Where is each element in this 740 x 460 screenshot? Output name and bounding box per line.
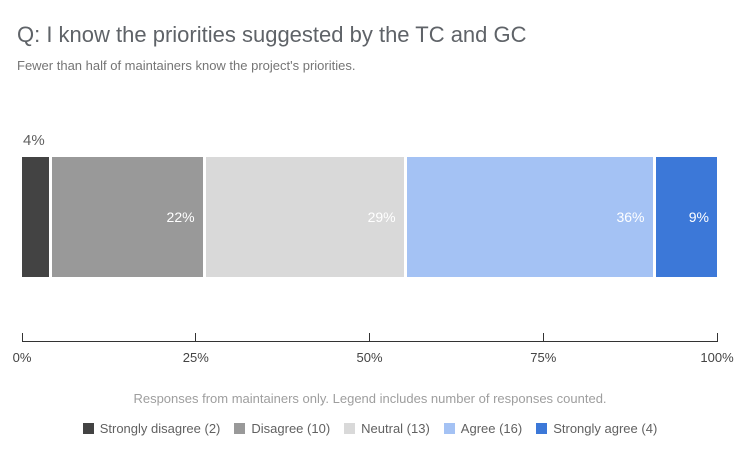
- legend-label: Agree (16): [460, 421, 523, 436]
- chart-footnote: Responses from maintainers only. Legend …: [133, 391, 607, 406]
- x-axis-tick-label: 75%: [530, 350, 557, 365]
- legend-label: Strongly agree (4): [553, 421, 658, 436]
- x-axis-tick: [21, 333, 23, 342]
- legend-label: Strongly disagree (2): [99, 421, 221, 436]
- x-axis-tick: [542, 333, 544, 342]
- legend-item-strongly-agree: Strongly agree (4): [536, 421, 657, 436]
- bar-segment-strongly-disagree[interactable]: [22, 157, 50, 277]
- legend-item-strongly-disagree: Strongly disagree (2): [82, 421, 221, 436]
- stacked-bar: 22% 29% 36% 9%: [22, 157, 717, 277]
- legend-item-agree: Agree (16): [443, 421, 523, 436]
- bar-segment-strongly-agree[interactable]: 9%: [655, 157, 717, 277]
- legend-item-neutral: Neutral (13): [344, 421, 430, 436]
- x-axis: 0% 25% 50% 75% 100%: [13, 333, 734, 365]
- bar-segment-agree[interactable]: 36%: [406, 157, 653, 277]
- legend-label: Neutral (13): [361, 421, 430, 436]
- legend-swatch: [344, 423, 356, 434]
- bar-segment-disagree[interactable]: 22%: [52, 157, 203, 277]
- chart-legend: Strongly disagree (2) Disagree (10) Neutra…: [0, 421, 740, 436]
- bar-segment-label: 29%: [367, 209, 396, 225]
- legend-swatch: [443, 423, 455, 434]
- x-axis-tick-label: 0%: [12, 350, 32, 365]
- bar-segment-label: 9%: [688, 209, 709, 225]
- chart-title: Q: I know the priorities suggested by th…: [17, 22, 527, 47]
- x-axis-tick-label: 100%: [700, 350, 734, 365]
- legend-label: Disagree (10): [251, 421, 331, 436]
- bar-segment-label-outside: 4%: [23, 132, 45, 149]
- bar-segment-label: 36%: [616, 209, 645, 225]
- legend-swatch: [82, 423, 94, 434]
- legend-swatch: [234, 423, 246, 434]
- bar-segment-label: 22%: [166, 209, 195, 225]
- x-axis-tick: [195, 333, 197, 342]
- bar-segment-neutral[interactable]: 29%: [205, 157, 404, 277]
- x-axis-tick-label: 25%: [182, 350, 209, 365]
- chart-subtitle: Fewer than half of maintainers know the …: [17, 58, 356, 73]
- legend-item-disagree: Disagree (10): [234, 421, 330, 436]
- x-axis-tick-label: 50%: [356, 350, 383, 365]
- legend-swatch: [536, 423, 548, 434]
- x-axis-tick: [716, 333, 718, 342]
- x-axis-tick: [369, 333, 370, 342]
